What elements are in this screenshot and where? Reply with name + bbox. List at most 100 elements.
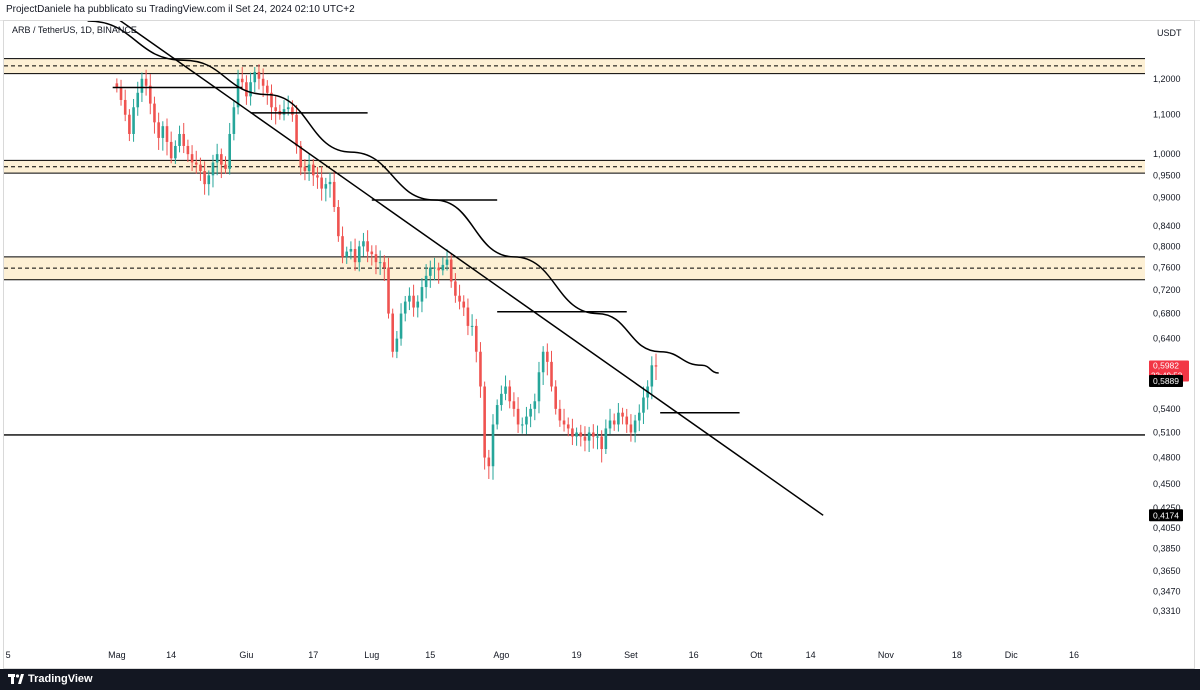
x-tick-label: Set bbox=[624, 650, 638, 660]
plot-area bbox=[4, 21, 1145, 516]
candle-body bbox=[132, 107, 135, 134]
moving-average-line bbox=[87, 21, 719, 374]
candle-body bbox=[249, 82, 252, 97]
candle-body bbox=[470, 325, 474, 327]
x-tick-label: Nov bbox=[878, 650, 895, 660]
candle-body bbox=[399, 313, 403, 339]
candle-body bbox=[575, 432, 578, 437]
candle-body bbox=[533, 401, 537, 409]
candle-body bbox=[144, 78, 148, 86]
candle-body bbox=[554, 386, 557, 409]
candle-body bbox=[445, 259, 449, 265]
candle-body bbox=[362, 241, 365, 247]
candle-body bbox=[408, 295, 411, 302]
candle-body bbox=[608, 420, 612, 429]
candle-body bbox=[337, 206, 340, 237]
candle-body bbox=[324, 184, 328, 189]
ma-price-text: 0,5889 bbox=[1153, 376, 1179, 386]
candle-body bbox=[596, 436, 599, 438]
candle-body bbox=[424, 275, 428, 288]
x-tick-label: 15 bbox=[425, 650, 435, 660]
candle-body bbox=[550, 361, 553, 387]
candle-body bbox=[341, 236, 344, 257]
candle-body bbox=[207, 175, 211, 185]
x-tick-label: 16 bbox=[1069, 650, 1079, 660]
candle-body bbox=[383, 262, 386, 268]
candle-body bbox=[295, 114, 298, 146]
candle-body bbox=[495, 405, 499, 425]
candle-body bbox=[500, 393, 503, 406]
candle-body bbox=[161, 126, 165, 138]
candle-body bbox=[512, 401, 516, 409]
descending-trendline bbox=[119, 21, 824, 516]
candle-body bbox=[583, 436, 587, 441]
y-tick-label: 0,8000 bbox=[1153, 241, 1181, 251]
candle-body bbox=[579, 432, 583, 437]
candle-body bbox=[520, 424, 524, 426]
candle-body bbox=[253, 71, 257, 83]
candle-body bbox=[199, 164, 202, 172]
candle-body bbox=[474, 325, 478, 352]
y-tick-label: 0,3470 bbox=[1153, 587, 1181, 597]
candle-body bbox=[128, 114, 131, 134]
candle-body bbox=[357, 246, 361, 263]
candle-body bbox=[115, 83, 119, 88]
trendline-price-badge bbox=[1149, 509, 1183, 522]
candle-body bbox=[621, 412, 624, 417]
x-tick-label: Giu bbox=[239, 650, 253, 660]
candle-body bbox=[328, 181, 332, 185]
x-tick-label: Ott bbox=[750, 650, 763, 660]
candle-body bbox=[387, 267, 390, 314]
candle-body bbox=[119, 87, 123, 100]
y-tick-label: 0,8400 bbox=[1153, 221, 1181, 231]
price-chart[interactable]: 1,2000 1,1000 1,0000 0,9500 0,9000 0,8400 0,80… bbox=[0, 0, 1200, 669]
candle-body bbox=[633, 420, 637, 433]
y-tick-label: 1,2000 bbox=[1153, 74, 1181, 84]
candle-body bbox=[165, 126, 169, 142]
candle-body bbox=[546, 351, 549, 362]
x-tick-label: Dic bbox=[1005, 650, 1018, 660]
candle-body bbox=[299, 145, 303, 167]
candle-body bbox=[454, 281, 457, 296]
x-tick-label: Lug bbox=[364, 650, 379, 660]
candle-body bbox=[178, 133, 181, 146]
candle-body bbox=[136, 92, 140, 108]
chart-frame bbox=[3, 20, 1195, 669]
y-tick-label: 0,3310 bbox=[1153, 606, 1181, 616]
candle-body bbox=[391, 313, 394, 352]
tradingview-logo-icon bbox=[8, 674, 24, 684]
x-tick-label: 5 bbox=[6, 650, 11, 660]
y-tick-label: 0,4500 bbox=[1153, 479, 1181, 489]
candle-body bbox=[491, 424, 495, 467]
candle-body bbox=[194, 162, 198, 165]
candle-body bbox=[291, 107, 294, 115]
candle-body bbox=[458, 295, 461, 302]
x-tick-label: 14 bbox=[806, 650, 816, 660]
candle-body bbox=[604, 428, 608, 450]
y-tick-label: 1,1000 bbox=[1153, 110, 1181, 120]
x-tick-label: 17 bbox=[308, 650, 318, 660]
y-tick-label: 0,3650 bbox=[1153, 566, 1181, 576]
candle-body bbox=[182, 133, 186, 146]
candle-body bbox=[274, 107, 277, 112]
candle-body bbox=[311, 164, 315, 176]
candle-body bbox=[349, 248, 353, 252]
symbol-label: ARB / TetherUS, 1D, BINANCE bbox=[12, 25, 137, 35]
ma-price-badge bbox=[1149, 375, 1183, 388]
candle-body bbox=[157, 122, 160, 138]
candle-body bbox=[174, 145, 177, 159]
candle-body bbox=[261, 78, 265, 86]
candle-body bbox=[462, 301, 466, 308]
last-price-text: 0,5982 bbox=[1153, 361, 1179, 371]
x-tick-label: Mag bbox=[108, 650, 126, 660]
candle-body bbox=[303, 166, 307, 172]
candle-body bbox=[282, 109, 286, 115]
candle-body bbox=[240, 78, 244, 83]
candle-body bbox=[612, 420, 616, 425]
candle-body bbox=[483, 386, 486, 458]
candle-body bbox=[286, 107, 290, 110]
candle-body bbox=[504, 386, 507, 394]
x-tick-label: 16 bbox=[689, 650, 699, 660]
candle-body bbox=[403, 301, 407, 314]
candle-body bbox=[270, 92, 273, 108]
